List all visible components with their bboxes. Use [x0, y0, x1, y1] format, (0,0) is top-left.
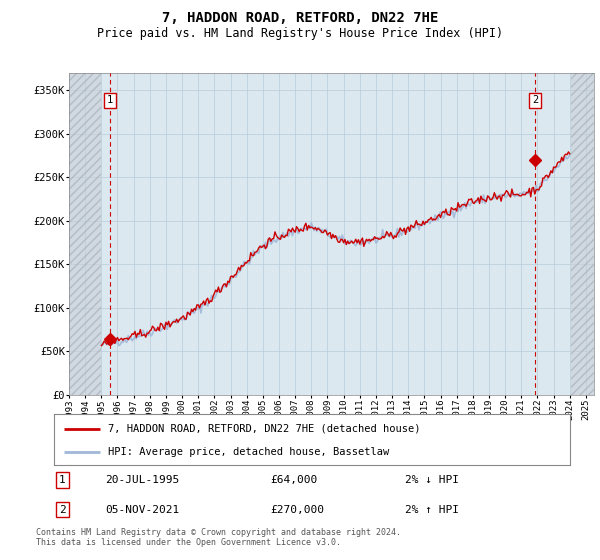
Text: £270,000: £270,000 — [271, 505, 325, 515]
Text: Contains HM Land Registry data © Crown copyright and database right 2024.
This d: Contains HM Land Registry data © Crown c… — [36, 528, 401, 547]
Text: 20-JUL-1995: 20-JUL-1995 — [106, 475, 180, 485]
Text: 2% ↑ HPI: 2% ↑ HPI — [405, 505, 459, 515]
Text: 7, HADDON ROAD, RETFORD, DN22 7HE: 7, HADDON ROAD, RETFORD, DN22 7HE — [162, 11, 438, 25]
Text: 05-NOV-2021: 05-NOV-2021 — [106, 505, 180, 515]
Text: Price paid vs. HM Land Registry's House Price Index (HPI): Price paid vs. HM Land Registry's House … — [97, 27, 503, 40]
Text: 1: 1 — [107, 95, 113, 105]
Text: HPI: Average price, detached house, Bassetlaw: HPI: Average price, detached house, Bass… — [108, 447, 389, 457]
Text: 2% ↓ HPI: 2% ↓ HPI — [405, 475, 459, 485]
Text: 7, HADDON ROAD, RETFORD, DN22 7HE (detached house): 7, HADDON ROAD, RETFORD, DN22 7HE (detac… — [108, 423, 421, 433]
Text: 2: 2 — [532, 95, 538, 105]
Text: £64,000: £64,000 — [271, 475, 318, 485]
Text: 2: 2 — [59, 505, 66, 515]
Text: 1: 1 — [59, 475, 66, 485]
